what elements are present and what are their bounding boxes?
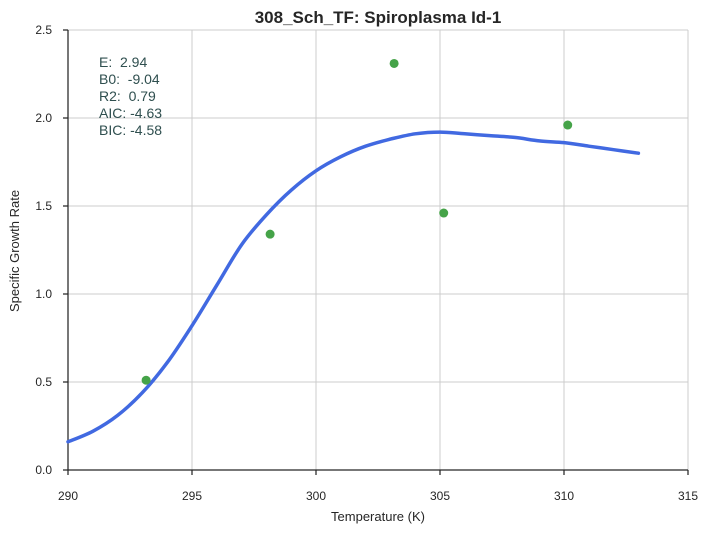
tick-labels: 290 295 300 305 310 315 0.0 0.5 1.0 1.5 2.0 2.5 [35,23,698,503]
y-tick-label: 1.0 [35,287,52,301]
fit-statistic: B0: -9.04 [99,71,160,87]
x-tick-label: 295 [182,489,202,503]
y-tick-label: 2.0 [35,111,52,125]
fit-curve [66,130,641,444]
y-tick-label: 1.5 [35,199,52,213]
x-tick-label: 300 [306,489,326,503]
x-axis-label: Temperature (K) [331,509,425,524]
data-point [563,120,573,130]
axes-spines [63,29,689,475]
grid [68,29,689,470]
fit-statistic: E: 2.94 [99,54,147,70]
chart-title: 308_Sch_TF: Spiroplasma Id-1 [255,8,502,27]
data-points [141,58,573,385]
x-tick-label: 305 [430,489,450,503]
data-point [439,208,449,218]
data-point [265,229,275,239]
data-point [389,58,399,68]
fit-statistic: BIC: -4.58 [99,122,162,138]
x-tick-label: 310 [554,489,574,503]
y-tick-label: 2.5 [35,23,52,37]
fit-statistic: R2: 0.79 [99,88,156,104]
y-axis-label: Specific Growth Rate [7,190,22,312]
data-point [141,375,151,385]
y-tick-label: 0.0 [35,463,52,477]
x-tick-label: 290 [58,489,78,503]
x-tick-label: 315 [678,489,698,503]
fit-statistic: AIC: -4.63 [99,105,162,121]
y-tick-label: 0.5 [35,375,52,389]
